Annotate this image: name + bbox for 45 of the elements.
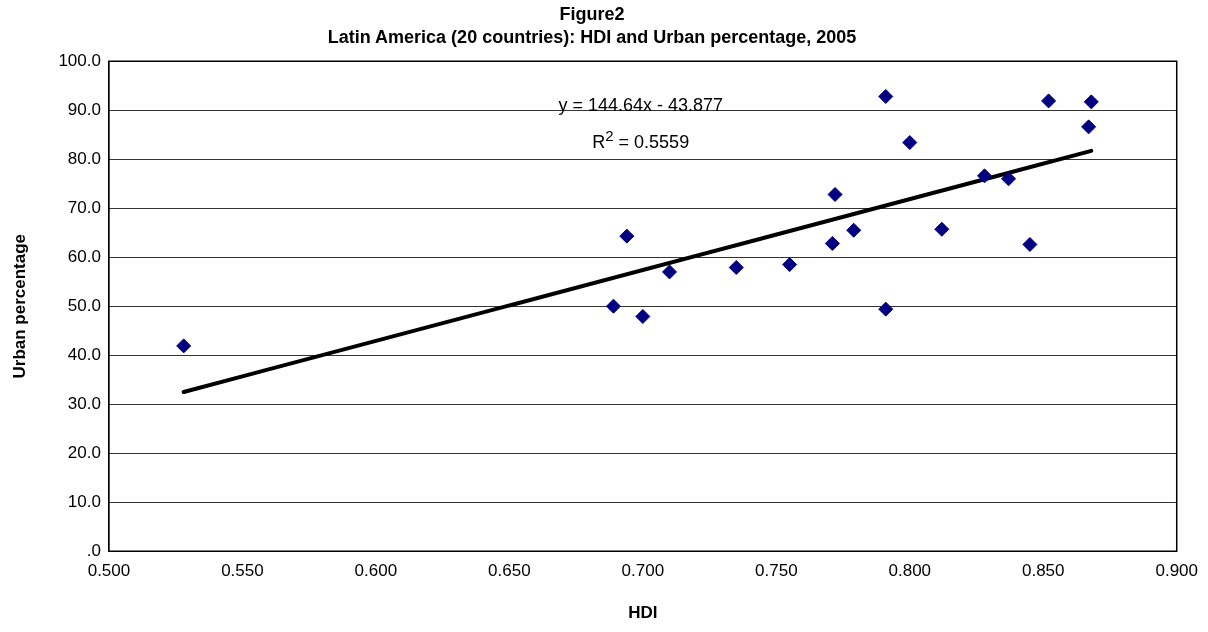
point [605,298,621,314]
point [846,222,862,238]
point [824,235,840,251]
point [635,308,651,324]
chart-title: Figure2 [559,3,625,24]
point [977,168,993,184]
x-axis-title: HDI [628,603,658,623]
chart-subtitle: Latin America (20 countries): HDI and Urban percentage, 2005 [327,27,857,48]
x-tick-label: 0.900 [1155,561,1198,581]
y-tick-label: 10.0 [67,491,101,511]
point [878,301,894,317]
point [782,257,798,273]
x-tick-label: 0.550 [221,561,264,581]
y-tick-label: 40.0 [67,344,101,364]
point [1001,171,1017,187]
y-tick-label: 100.0 [58,50,101,70]
point [728,259,744,275]
point [878,88,894,104]
x-tick-label: 0.650 [488,561,531,581]
y-tick-label: 20.0 [67,442,101,462]
y-tick-label: 50.0 [67,295,101,315]
point [1022,236,1038,252]
x-tick-label: 0.700 [621,561,665,581]
point [934,221,950,237]
y-tick-label: 70.0 [67,197,101,217]
point [902,135,918,151]
point [1081,119,1097,135]
y-tick-label: 30.0 [67,393,101,413]
point [1041,93,1057,109]
y-tick-label: 90.0 [67,99,101,119]
point [176,338,192,354]
point [827,186,843,202]
point [662,264,678,280]
y-tick-label: .0 [86,540,101,560]
point [619,228,635,244]
y-tick-label: 60.0 [67,246,101,266]
x-tick-label: 0.800 [888,561,932,581]
x-tick-label: 0.500 [87,561,131,581]
y-axis-title: Urban percentage [9,233,29,379]
y-tick-label: 80.0 [67,148,101,168]
point [1083,94,1099,110]
x-tick-label: 0.850 [1021,561,1065,581]
x-tick-label: 0.600 [354,561,398,581]
annotation: R$^{2}$ = 0.5559 [592,127,690,154]
x-tick-label: 0.750 [755,561,798,581]
